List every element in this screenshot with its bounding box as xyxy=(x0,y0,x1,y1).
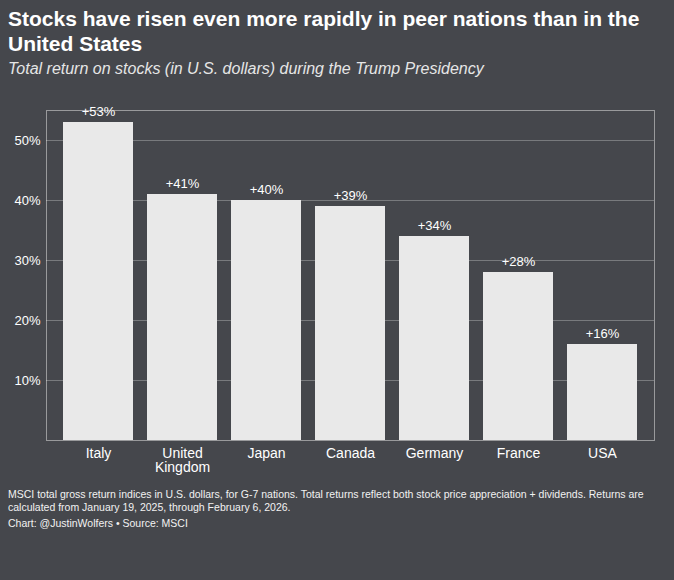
html-text:MSCI total gross return indice: MSCI total gross return indices in U.S. … xyxy=(8,488,644,513)
svg-text:+53%: +53% xyxy=(82,104,116,119)
svg-text:Germany: Germany xyxy=(406,445,464,461)
svg-text:UnitedKingdom: UnitedKingdom xyxy=(155,445,210,475)
svg-text:France: France xyxy=(497,445,541,461)
svg-text:Canada: Canada xyxy=(326,445,375,461)
svg-text:+28%: +28% xyxy=(502,254,536,269)
svg-text:+34%: +34% xyxy=(418,218,452,233)
svg-text:+41%: +41% xyxy=(166,176,200,191)
svg-text:Japan: Japan xyxy=(247,445,285,461)
html-text:Stocks have risen even more ra: Stocks have risen even more rapidly in p… xyxy=(8,7,640,55)
svg-text:USA: USA xyxy=(588,445,617,461)
svg-text:50%: 50% xyxy=(14,133,40,148)
svg-text:+39%: +39% xyxy=(334,188,368,203)
svg-text:Italy: Italy xyxy=(86,445,112,461)
svg-text:20%: 20% xyxy=(14,313,40,328)
svg-text:10%: 10% xyxy=(14,373,40,388)
svg-text:40%: 40% xyxy=(14,193,40,208)
html-text:Chart: @JustinWolfers • Source: Chart: @JustinWolfers • Source: MSCI xyxy=(8,517,188,529)
html-text:Total return on stocks (in U.S: Total return on stocks (in U.S. dollars)… xyxy=(8,60,484,77)
svg-text:30%: 30% xyxy=(14,253,40,268)
svg-text:+40%: +40% xyxy=(250,182,284,197)
svg-text:+16%: +16% xyxy=(586,326,620,341)
